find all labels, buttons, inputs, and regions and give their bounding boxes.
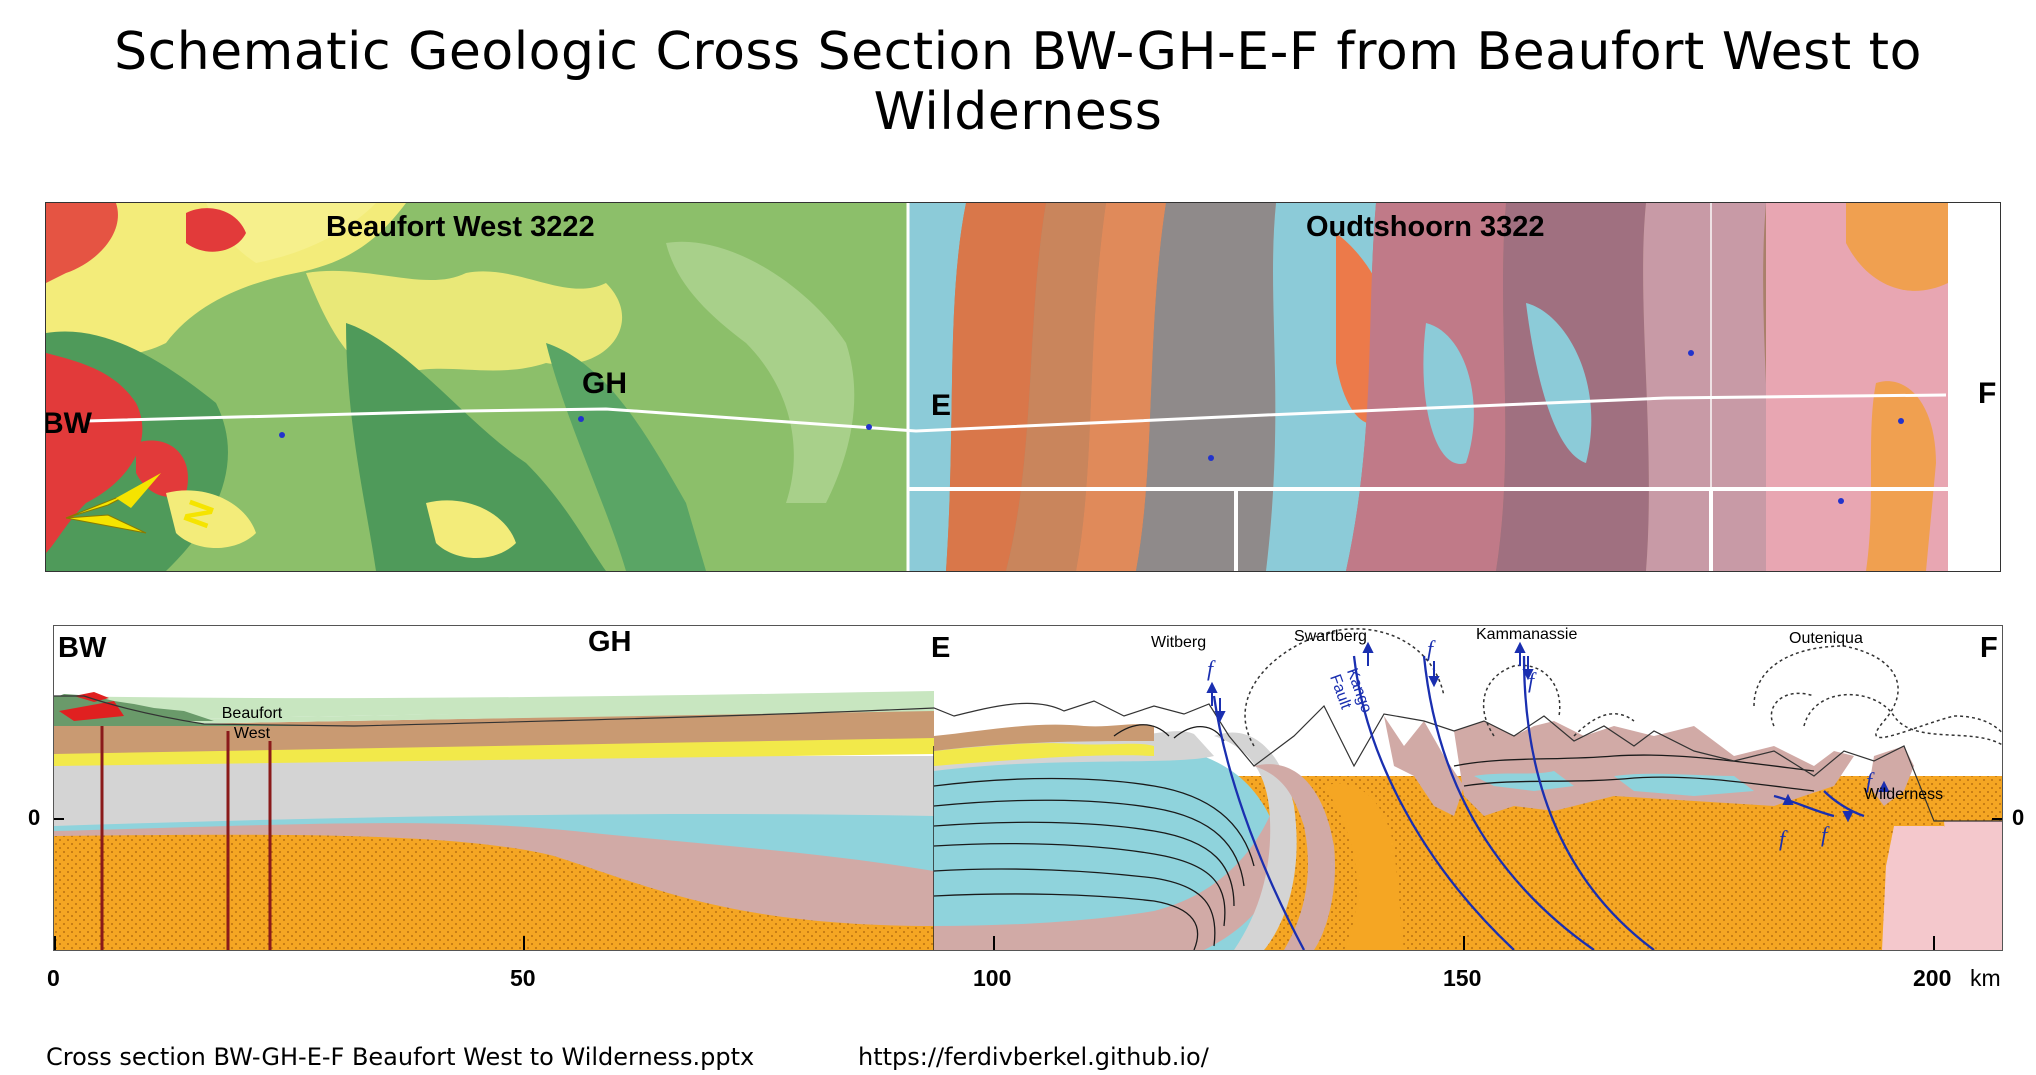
axis-tick-150: 150 <box>1443 965 1482 991</box>
geologic-map-image <box>46 203 2000 571</box>
mountain-label-witberg: Witberg <box>1151 634 1207 651</box>
section-point-bw: BW <box>58 632 107 664</box>
town-label-line2: West <box>233 725 271 742</box>
zero-label-right: 0 <box>2012 805 2025 830</box>
section-point-f: F <box>1980 632 1998 664</box>
axis-tick-100: 100 <box>973 965 1012 991</box>
axis-tick-200: 200 <box>1913 965 1952 991</box>
section-point-gh: GH <box>588 626 632 658</box>
cross-section-drawing <box>46 628 2015 951</box>
footer-url[interactable]: https://ferdivberkel.github.io/ <box>858 1043 1209 1071</box>
mountain-label-swartberg: Swartberg <box>1294 628 1367 645</box>
map-point-e: E <box>931 389 952 422</box>
cross-section: BW GH E F Beaufort West Witberg Swartber… <box>46 625 2015 951</box>
north-arrow <box>65 473 161 534</box>
axis-tick-50: 50 <box>510 965 536 991</box>
mountain-label-outeniqua: Outeniqua <box>1789 630 1863 647</box>
town-label-beaufort-west: Beaufort West <box>202 704 302 744</box>
axis-unit: km <box>1970 965 2001 991</box>
page-title: Schematic Geologic Cross Section BW-GH-E… <box>114 22 1922 142</box>
geologic-map: Beaufort West 3222 Oudtshoorn 3322 BW GH… <box>45 202 2001 572</box>
map-point-bw: BW <box>45 407 92 440</box>
town-label-line1: Beaufort <box>221 705 283 722</box>
fault-symbol-outeniqua-1: f <box>1866 768 1873 793</box>
fault-symbol-outeniqua-3: f <box>1821 822 1828 847</box>
sheet-label-oudtshoorn: Oudtshoorn 3322 <box>1306 211 1545 243</box>
place-label-wilderness: Wilderness <box>1864 786 1944 803</box>
mountain-label-kammanassie: Kammanassie <box>1476 626 1578 643</box>
fault-symbol-kammanassie: f <box>1528 668 1535 693</box>
sheet-label-beaufort-west: Beaufort West 3222 <box>326 211 595 243</box>
section-point-e: E <box>931 632 951 664</box>
fault-symbol-witberg: f <box>1207 656 1214 681</box>
map-point-gh: GH <box>582 367 627 400</box>
fault-symbol-outeniqua-2: f <box>1779 826 1786 851</box>
fault-symbol-kango: f <box>1427 636 1434 661</box>
zero-label-left: 0 <box>28 805 41 830</box>
axis-tick-0: 0 <box>47 965 60 991</box>
map-point-f: F <box>1978 377 1997 410</box>
footer-filename: Cross section BW-GH-E-F Beaufort West to… <box>46 1043 755 1071</box>
